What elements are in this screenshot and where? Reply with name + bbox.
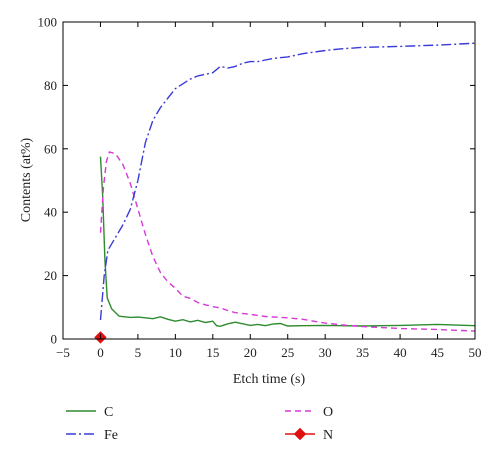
- x-tick-label: 20: [244, 345, 257, 360]
- x-tick-label: −5: [56, 345, 70, 360]
- x-tick-label: 10: [169, 345, 182, 360]
- x-tick-label: 0: [97, 345, 104, 360]
- y-tick-label: 100: [38, 15, 58, 30]
- legend-label-fe: Fe: [104, 428, 118, 443]
- legend-label-o: O: [323, 405, 333, 420]
- y-tick-label: 40: [44, 205, 57, 220]
- legend-item-n: N: [285, 427, 333, 443]
- series-line-fe: [99, 42, 476, 321]
- plot-frame: [62, 21, 476, 340]
- x-tick-label: 15: [206, 345, 219, 360]
- x-tick-label: 45: [431, 345, 444, 360]
- y-tick-label: 20: [44, 268, 57, 283]
- x-tick-label: 35: [356, 345, 369, 360]
- x-axis-title: Etch time (s): [233, 372, 306, 387]
- series-line-c: [99, 156, 476, 328]
- legend-marker-n: [293, 427, 307, 441]
- plot-area: [94, 42, 476, 344]
- y-tick-label: 60: [44, 141, 57, 156]
- legend-item-o: O: [285, 405, 333, 420]
- x-tick-label: 25: [281, 345, 294, 360]
- x-tick-label: 40: [394, 345, 407, 360]
- legend: C O Fe N: [66, 405, 333, 443]
- x-tick-label: 5: [135, 345, 142, 360]
- x-tick-label: 30: [319, 345, 332, 360]
- y-axis-title: Contents (at%): [19, 137, 34, 222]
- y-tick-label: 80: [44, 78, 57, 93]
- y-tick-label: 0: [51, 332, 58, 347]
- legend-item-fe: Fe: [66, 428, 118, 443]
- legend-item-c: C: [66, 405, 113, 420]
- legend-label-n: N: [323, 428, 333, 443]
- series-line-o: [99, 151, 476, 332]
- legend-label-c: C: [104, 405, 113, 420]
- x-tick-label: 50: [469, 345, 482, 360]
